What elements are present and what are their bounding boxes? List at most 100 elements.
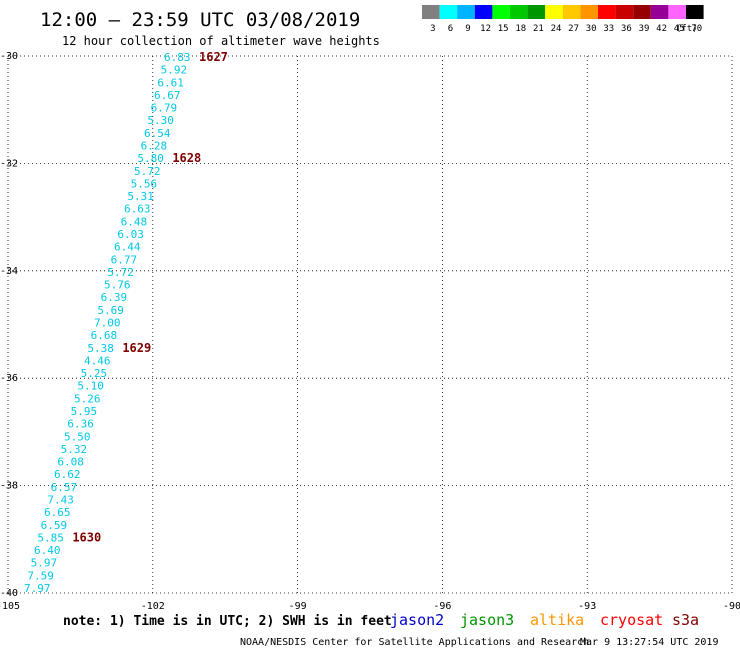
legend-label: 42 bbox=[656, 24, 667, 34]
wave-height-value: 6.08 bbox=[57, 456, 83, 469]
wave-height-value: 6.65 bbox=[44, 506, 71, 519]
wave-height-value: 5.97 bbox=[31, 557, 57, 570]
legend-label: 24 bbox=[551, 24, 562, 34]
wave-height-value: 5.80 bbox=[137, 152, 164, 165]
legend-label: 33 bbox=[603, 24, 614, 34]
legend-swatch bbox=[492, 5, 510, 19]
legend-swatch bbox=[422, 5, 440, 19]
wave-height-value: 5.85 bbox=[37, 531, 64, 544]
wave-height-value: 5.56 bbox=[131, 177, 158, 190]
wave-height-value: 5.72 bbox=[107, 266, 134, 279]
wave-height-value: 7.97 bbox=[24, 582, 51, 595]
legend-swatch bbox=[527, 5, 546, 19]
wave-height-value: 5.31 bbox=[127, 190, 154, 203]
wave-height-value: 6.28 bbox=[141, 140, 168, 153]
wave-height-value: 7.00 bbox=[94, 317, 121, 330]
legend-swatch bbox=[562, 5, 581, 19]
footer-timestamp: Mar 9 13:27:54 UTC 2019 bbox=[580, 637, 718, 648]
legend-label: 9 bbox=[465, 24, 470, 34]
legend-label: 3 bbox=[430, 24, 435, 34]
legend-swatch bbox=[457, 5, 475, 19]
pass-time-label: 1627 bbox=[199, 50, 228, 64]
pass-time-label: 1630 bbox=[72, 530, 101, 544]
lat-tick-label: -30 bbox=[0, 51, 18, 62]
legend-label: 30 bbox=[586, 24, 597, 34]
wave-height-value: 6.68 bbox=[91, 329, 118, 342]
wave-height-value: 6.63 bbox=[124, 203, 151, 216]
lon-tick-label: -90 bbox=[723, 601, 740, 612]
lon-tick-label: -96 bbox=[433, 601, 451, 612]
wave-height-value: 6.57 bbox=[51, 481, 78, 494]
legend-label: 70 bbox=[691, 24, 702, 34]
wave-height-value: 6.40 bbox=[34, 544, 61, 557]
axis-ticks: -105 -102 -99 -96 -93 -90 -30 -32 -34 -36 -38 -40 bbox=[0, 51, 740, 612]
satellite-jason3-label: jason3 bbox=[460, 611, 514, 629]
wave-height-value: 5.50 bbox=[64, 430, 91, 443]
wave-height-value: 6.59 bbox=[41, 519, 68, 532]
wave-height-value: 5.30 bbox=[147, 114, 174, 127]
legend-label: 27 bbox=[568, 24, 579, 34]
note-text: note: 1) Time is in UTC; 2) SWH is in fe… bbox=[63, 614, 392, 629]
legend-swatch bbox=[633, 5, 651, 19]
satellite-cryosat-label: cryosat bbox=[600, 611, 663, 629]
wave-height-value: 7.59 bbox=[27, 569, 54, 582]
wave-height-value: 5.10 bbox=[77, 380, 104, 393]
map-subtitle: 12 hour collection of altimeter wave hei… bbox=[62, 34, 380, 48]
satellite-legend: jason2 jason3 altika cryosat s3a bbox=[390, 611, 699, 629]
wave-height-value: 7.43 bbox=[47, 494, 73, 507]
satellite-altika-label: altika bbox=[530, 611, 584, 629]
lon-tick-label: -105 bbox=[0, 601, 20, 612]
lat-tick-label: -32 bbox=[0, 158, 18, 169]
wave-height-value: 6.67 bbox=[154, 89, 181, 102]
wave-height-value: 6.83 bbox=[164, 51, 191, 64]
altimeter-track: 6.835.926.616.676.795.306.546.285.805.72… bbox=[24, 50, 228, 595]
legend-swatch bbox=[474, 5, 493, 19]
legend-label: 12 bbox=[480, 24, 491, 34]
wave-height-value: 5.69 bbox=[97, 304, 124, 317]
legend-swatch bbox=[545, 5, 563, 19]
wave-height-value: 6.36 bbox=[67, 418, 94, 431]
legend-swatch bbox=[580, 5, 598, 19]
legend-unit: (ft) bbox=[676, 24, 698, 34]
legend-swatch bbox=[668, 5, 686, 19]
legend-swatch bbox=[439, 5, 458, 19]
legend-label: 36 bbox=[621, 24, 632, 34]
wave-height-value: 5.32 bbox=[61, 443, 88, 456]
lon-tick-label: -93 bbox=[578, 601, 596, 612]
lat-tick-label: -34 bbox=[0, 266, 18, 277]
wave-height-value: 6.44 bbox=[114, 241, 141, 254]
wave-height-value: 6.54 bbox=[144, 127, 171, 140]
wave-height-value: 6.79 bbox=[151, 102, 178, 115]
wave-height-value: 5.26 bbox=[74, 392, 101, 405]
legend-swatch bbox=[615, 5, 634, 19]
color-legend: 3 6 9 12 15 18 21 24 27 30 33 36 39 42 45 70(ft) bbox=[422, 5, 704, 34]
wave-height-value: 4.46 bbox=[84, 354, 111, 367]
legend-label: 18 bbox=[515, 24, 526, 34]
map-title: 12:00 — 23:59 UTC 03/08/2019 bbox=[40, 9, 360, 31]
legend-label: 21 bbox=[533, 24, 544, 34]
wave-height-value: 5.76 bbox=[104, 279, 131, 292]
legend-swatch bbox=[686, 5, 704, 19]
lon-tick-label: -99 bbox=[289, 601, 307, 612]
legend-swatch bbox=[650, 5, 669, 19]
legend-swatch bbox=[510, 5, 528, 19]
wave-height-value: 6.77 bbox=[111, 253, 137, 266]
legend-swatch bbox=[598, 5, 616, 19]
lat-tick-label: -40 bbox=[0, 588, 18, 599]
wave-height-value: 5.25 bbox=[81, 367, 108, 380]
legend-label: 45 bbox=[674, 24, 685, 34]
wave-height-value: 5.38 bbox=[87, 342, 114, 355]
lat-tick-label: -36 bbox=[0, 373, 18, 384]
pass-time-label: 1629 bbox=[122, 341, 151, 355]
legend-label: 39 bbox=[639, 24, 650, 34]
lat-lon-grid bbox=[7, 55, 733, 594]
wave-height-value: 6.48 bbox=[121, 215, 147, 228]
legend-label: 6 bbox=[448, 24, 453, 34]
wave-height-value: 5.92 bbox=[161, 64, 188, 77]
wave-height-value: 5.72 bbox=[134, 165, 161, 178]
wave-height-value: 6.61 bbox=[157, 76, 184, 89]
wave-height-value: 6.39 bbox=[101, 291, 128, 304]
pass-time-label: 1628 bbox=[172, 151, 201, 165]
wave-height-value: 6.03 bbox=[117, 228, 144, 241]
